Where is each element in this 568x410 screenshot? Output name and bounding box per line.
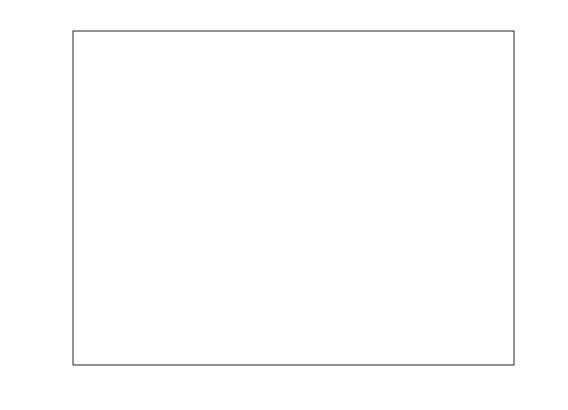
axes-box bbox=[72, 30, 515, 366]
